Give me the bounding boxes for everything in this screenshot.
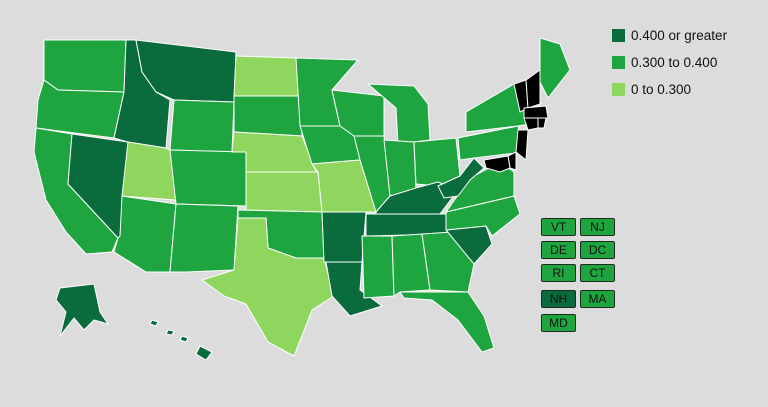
- legend: 0.400 or greater 0.300 to 0.400 0 to 0.3…: [612, 22, 727, 103]
- state-az[interactable]: [113, 195, 177, 273]
- small-state-tile-ri[interactable]: RI: [541, 264, 576, 282]
- legend-swatch-mid: [612, 56, 625, 69]
- state-ma[interactable]: [523, 105, 549, 119]
- state-nh[interactable]: [525, 69, 541, 109]
- state-la[interactable]: [325, 261, 383, 317]
- state-ri[interactable]: [537, 117, 547, 129]
- state-wa[interactable]: [43, 39, 127, 93]
- legend-item-low: 0 to 0.300: [612, 76, 727, 103]
- state-pa[interactable]: [457, 125, 525, 161]
- legend-item-mid: 0.300 to 0.400: [612, 49, 727, 76]
- small-state-tile-md[interactable]: MD: [541, 314, 576, 332]
- state-hi-island-3[interactable]: [165, 329, 175, 336]
- legend-label-low: 0 to 0.300: [631, 82, 692, 97]
- state-hi[interactable]: [195, 345, 213, 361]
- state-hi-island-4[interactable]: [149, 319, 159, 327]
- state-co[interactable]: [169, 149, 247, 207]
- state-al[interactable]: [391, 233, 431, 297]
- legend-label-mid: 0.300 to 0.400: [631, 55, 718, 70]
- state-ct[interactable]: [523, 117, 539, 131]
- state-ak[interactable]: [55, 283, 109, 337]
- legend-swatch-high: [612, 29, 625, 42]
- state-ms[interactable]: [361, 235, 395, 299]
- state-wv[interactable]: [437, 157, 485, 199]
- state-nj[interactable]: [515, 129, 529, 161]
- state-tx[interactable]: [201, 217, 335, 357]
- state-sd[interactable]: [233, 95, 303, 137]
- legend-swatch-low: [612, 83, 625, 96]
- small-state-tile-de[interactable]: DE: [541, 241, 576, 259]
- small-state-tile-vt[interactable]: VT: [541, 218, 576, 236]
- small-state-tile-nj[interactable]: NJ: [580, 218, 615, 236]
- state-wy[interactable]: [169, 99, 235, 153]
- state-fl[interactable]: [399, 291, 495, 353]
- state-ut[interactable]: [121, 141, 177, 201]
- state-hi-island-2[interactable]: [179, 335, 189, 343]
- small-state-tile-dc[interactable]: DC: [580, 241, 615, 259]
- state-nd[interactable]: [233, 55, 301, 97]
- state-in[interactable]: [383, 139, 417, 197]
- state-ar[interactable]: [321, 211, 367, 263]
- state-ks[interactable]: [245, 171, 323, 213]
- small-state-tile-ma[interactable]: MA: [580, 290, 615, 308]
- small-state-tile-nh[interactable]: NH: [541, 290, 576, 308]
- state-md[interactable]: [483, 155, 511, 173]
- legend-item-high: 0.400 or greater: [612, 22, 727, 49]
- small-state-tile-ct[interactable]: CT: [580, 264, 615, 282]
- legend-label-high: 0.400 or greater: [631, 28, 728, 43]
- state-me[interactable]: [539, 37, 571, 99]
- state-nm[interactable]: [169, 203, 239, 273]
